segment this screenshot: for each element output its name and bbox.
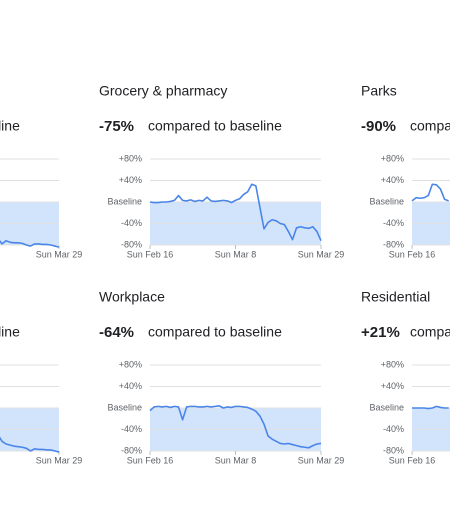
trend-line — [411, 183, 449, 202]
y-tick-label: -40% — [383, 424, 404, 434]
change-caption: compared to baseline — [148, 324, 282, 340]
y-tick-label: +80% — [381, 359, 404, 369]
y-tick-label: -40% — [383, 218, 404, 228]
change-caption: compared to baseline — [410, 118, 450, 134]
x-tick-label: Sun Mar 29 — [298, 455, 345, 465]
x-tick-label: Sun Feb 16 — [389, 249, 436, 259]
change-value: -75% — [99, 118, 134, 135]
x-tick-label: Sun Feb 16 — [389, 455, 436, 465]
y-tick-label: -80% — [383, 239, 404, 249]
y-tick-label: Baseline — [369, 402, 404, 412]
trend-line — [0, 436, 60, 453]
x-tick-label: Sun Mar 29 — [298, 249, 345, 259]
change-value: +21% — [361, 324, 400, 341]
card-title: Grocery & pharmacy — [99, 83, 227, 99]
y-tick-label: +80% — [381, 153, 404, 163]
x-tick-label: Sun Feb 16 — [127, 455, 174, 465]
change-value: -90% — [361, 118, 396, 135]
y-tick-label: Baseline — [369, 196, 404, 206]
y-tick-label: -80% — [121, 239, 142, 249]
trend-line — [0, 239, 60, 248]
y-tick-label: -80% — [121, 445, 142, 455]
trend-line — [412, 405, 449, 410]
y-tick-label: Baseline — [107, 402, 142, 412]
card-title: Workplace — [99, 289, 165, 305]
trend-line — [149, 405, 322, 449]
change-value: -64% — [99, 324, 134, 341]
y-tick-label: -80% — [383, 445, 404, 455]
y-tick-label: +40% — [381, 175, 404, 185]
y-tick-label: +40% — [119, 381, 142, 391]
change-caption: compared to baseline — [0, 324, 20, 340]
y-tick-label: -40% — [121, 424, 142, 434]
x-tick-label: Sun Mar 8 — [215, 249, 257, 259]
x-tick-label: Sun Feb 16 — [127, 249, 174, 259]
x-tick-label: Sun Mar 29 — [36, 455, 83, 465]
x-tick-label: Sun Mar 29 — [36, 249, 83, 259]
change-caption: compared to baseline — [148, 118, 282, 134]
change-caption: compared to baseline — [410, 324, 450, 340]
y-tick-label: -40% — [121, 218, 142, 228]
y-tick-label: +80% — [119, 359, 142, 369]
y-tick-label: +80% — [119, 153, 142, 163]
card-title: Parks — [361, 83, 397, 99]
y-tick-label: Baseline — [107, 196, 142, 206]
card-title: Residential — [361, 289, 430, 305]
change-caption: compared to baseline — [0, 118, 20, 134]
y-tick-label: +40% — [381, 381, 404, 391]
x-tick-label: Sun Mar 8 — [215, 455, 257, 465]
trend-line — [149, 183, 322, 242]
y-tick-label: +40% — [119, 175, 142, 185]
